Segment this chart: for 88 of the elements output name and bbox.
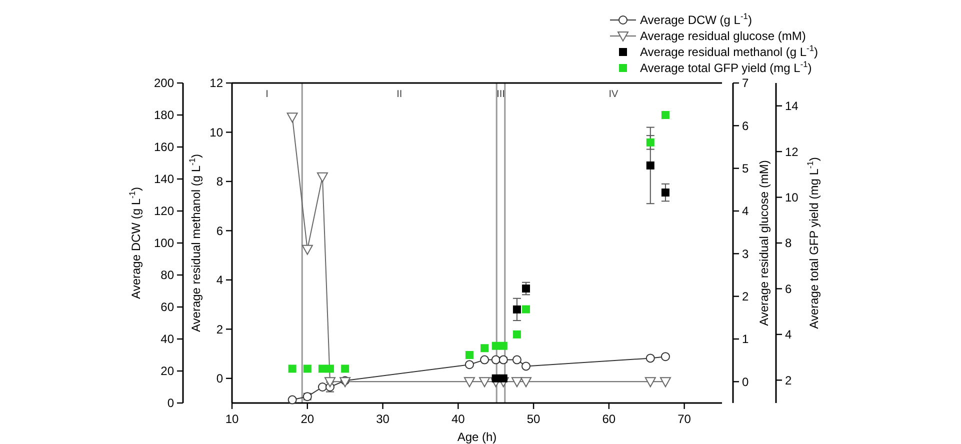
y-tick-label: 2 xyxy=(785,373,792,388)
annotation: II xyxy=(396,89,402,100)
y-tick-label: 0 xyxy=(167,396,174,410)
point xyxy=(646,138,654,146)
y-tick-label: 60 xyxy=(160,300,174,314)
point xyxy=(341,364,350,373)
point xyxy=(512,355,522,364)
point xyxy=(660,352,670,362)
y-tick-label: 14 xyxy=(785,99,799,114)
point xyxy=(522,362,530,371)
x-tick-label: 20 xyxy=(300,412,314,426)
point xyxy=(303,364,312,373)
point xyxy=(522,305,530,314)
legend-label: Average residual glucose (mM) xyxy=(640,29,806,44)
y-tick-label: 10 xyxy=(785,190,799,204)
point xyxy=(512,305,521,314)
point xyxy=(646,354,655,363)
point xyxy=(499,374,508,382)
y2-tick-label: 0 xyxy=(216,372,224,386)
y2-tick-label: 10 xyxy=(210,125,224,140)
y-tick-label: 20 xyxy=(160,364,174,378)
y-tick-label: 12 xyxy=(785,144,799,159)
point xyxy=(661,111,670,119)
point xyxy=(512,330,521,338)
y3-tick-label: 2 xyxy=(742,290,749,304)
x-tick-label: 50 xyxy=(526,412,541,426)
y-tick-label: 80 xyxy=(160,268,174,282)
point xyxy=(464,377,475,388)
x-tick-label: 40 xyxy=(451,412,466,426)
x-tick-label: 10 xyxy=(225,412,239,426)
point xyxy=(316,172,328,182)
y3-axis-title: Average residual glucose (mM) xyxy=(757,160,771,326)
point xyxy=(465,351,474,359)
y-tick-label: 40 xyxy=(160,332,174,346)
point xyxy=(480,355,490,364)
point xyxy=(302,244,313,255)
y2-tick-label: 12 xyxy=(210,76,224,90)
y-tick-label: 120 xyxy=(154,204,174,218)
legend-label: Average total GFP yield (mg L$^{-1}$) xyxy=(640,59,812,76)
point xyxy=(491,355,500,364)
legend-label: Average DCW (g L$^{-1}$) xyxy=(640,11,752,28)
x-tick-label: 30 xyxy=(376,412,390,426)
y3-tick-label: 7 xyxy=(742,76,749,90)
point xyxy=(288,364,296,373)
point xyxy=(499,342,508,350)
point xyxy=(324,377,336,388)
y3-tick-label: 0 xyxy=(742,374,749,389)
y3-tick-label: 5 xyxy=(742,162,749,176)
y-tick-label: 160 xyxy=(154,140,174,154)
point xyxy=(326,364,334,373)
y-tick-label: 4 xyxy=(785,328,792,342)
annotation: I xyxy=(266,89,268,100)
y2-tick-label: 2 xyxy=(216,322,224,336)
y3-tick-label: 6 xyxy=(742,118,749,133)
point xyxy=(511,377,522,388)
point xyxy=(646,161,654,170)
point xyxy=(492,374,500,382)
annotation: IV xyxy=(608,89,618,100)
point xyxy=(288,395,297,404)
point xyxy=(318,382,327,392)
y-tick-label: 8 xyxy=(785,236,792,250)
y-tick-label: 180 xyxy=(154,108,174,122)
point xyxy=(318,364,326,373)
y2-tick-label: 6 xyxy=(216,224,224,238)
annotation: III xyxy=(496,89,505,100)
point xyxy=(644,377,656,388)
point xyxy=(520,377,532,388)
point xyxy=(479,377,490,388)
legend-label: Average residual methanol (g L$^{-1}$) xyxy=(640,43,818,60)
x-axis-title: Age (h) xyxy=(457,430,497,444)
point xyxy=(522,284,530,293)
y-tick-label: 200 xyxy=(154,76,174,90)
y3-tick-label: 1 xyxy=(742,332,749,346)
point xyxy=(480,344,489,352)
point xyxy=(464,360,474,370)
y-tick-label: 6 xyxy=(785,282,792,296)
x-tick-label: 60 xyxy=(602,412,616,426)
y2-tick-label: 8 xyxy=(216,174,224,189)
y3-tick-label: 4 xyxy=(742,204,749,218)
y-tick-label: 100 xyxy=(154,236,174,250)
point xyxy=(286,112,298,123)
y3-tick-label: 3 xyxy=(742,246,749,261)
y2-tick-label: 4 xyxy=(216,273,224,288)
point xyxy=(660,377,671,388)
point xyxy=(492,342,500,350)
y-tick-label: 140 xyxy=(154,172,174,186)
x-tick-label: 70 xyxy=(678,412,692,426)
point xyxy=(661,188,670,197)
